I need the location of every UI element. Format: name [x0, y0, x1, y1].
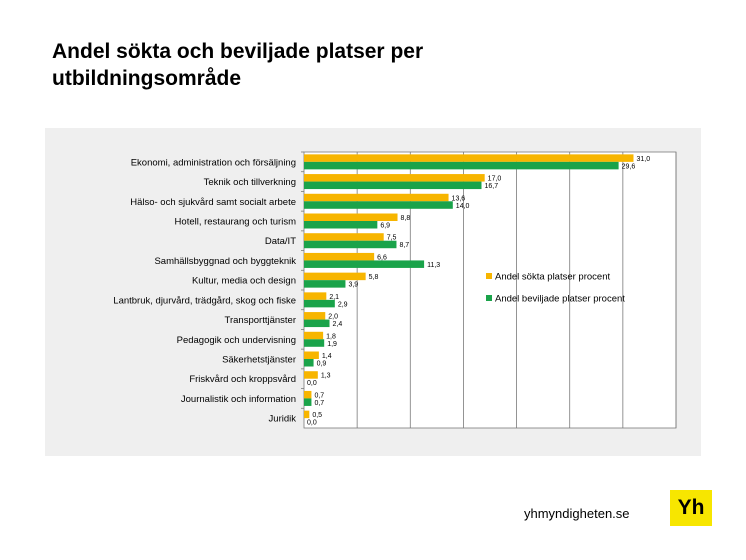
- bar-sokta: [304, 390, 312, 399]
- bar-sokta: [304, 371, 318, 379]
- bar-sokta: [304, 174, 485, 182]
- bar-beviljade: [304, 260, 425, 268]
- data-label: 5,8: [369, 274, 379, 281]
- page-title: Andel sökta och beviljade platser per ut…: [52, 40, 424, 90]
- data-label: 29,6: [622, 163, 636, 170]
- yh-logo: Yh: [670, 490, 712, 526]
- data-label: 14,0: [456, 203, 470, 210]
- category-label: Juridik: [269, 414, 297, 425]
- category-label: Samhällsbyggnad och byggteknik: [154, 256, 296, 267]
- bar-beviljade: [304, 240, 397, 249]
- bar-beviljade: [304, 161, 619, 170]
- bar-sokta: [304, 252, 375, 261]
- bar-sokta: [304, 233, 384, 241]
- data-label: 3,9: [348, 282, 358, 289]
- data-label: 6,6: [377, 254, 387, 261]
- data-label: 1,3: [321, 373, 331, 380]
- bar-beviljade: [304, 339, 325, 347]
- category-label: Hotell, restaurang och turism: [175, 217, 297, 228]
- data-label: 0,0: [307, 380, 317, 387]
- chart-panel: Ekonomi, administration och försäljning 3…: [45, 128, 701, 456]
- bar-beviljade: [304, 201, 453, 209]
- bar-beviljade: [304, 359, 314, 367]
- bar-beviljade: [304, 221, 378, 229]
- category-label: Ekonomi, administration och försäljning: [131, 157, 296, 168]
- category-label: Kultur, media och design: [192, 276, 296, 287]
- bar-beviljade: [304, 181, 482, 190]
- category-label: Teknik och tillverkning: [204, 177, 296, 188]
- data-label: 0,7: [314, 400, 324, 407]
- category-label: Hälso- och sjukvård samt socialt arbete: [130, 197, 296, 208]
- category-label: Data/IT: [265, 236, 296, 247]
- bar-sokta: [304, 292, 327, 300]
- data-label: 11,3: [427, 262, 440, 269]
- category-label: Journalistik och information: [181, 394, 296, 405]
- bar-sokta: [304, 272, 366, 281]
- data-label: 1,8: [326, 333, 336, 340]
- data-label: 8,8: [401, 215, 411, 222]
- legend-swatch-beviljade: [486, 295, 492, 301]
- data-label: 2,4: [333, 321, 343, 328]
- data-label: 6,9: [380, 223, 390, 230]
- data-label: 2,0: [328, 314, 338, 321]
- bar-sokta: [304, 193, 449, 202]
- bar-sokta: [304, 213, 398, 221]
- data-label: 8,7: [399, 242, 409, 249]
- data-label: 1,9: [327, 341, 337, 348]
- data-label: 0,0: [307, 420, 317, 427]
- bar-beviljade: [304, 299, 335, 308]
- data-label: 2,1: [329, 294, 339, 301]
- data-label: 1,4: [322, 353, 332, 360]
- data-label: 2,9: [338, 301, 348, 308]
- legend-swatch-sokta: [486, 273, 492, 279]
- bar-beviljade: [304, 280, 346, 288]
- data-label: 31,0: [636, 156, 650, 163]
- data-label: 16,7: [484, 183, 498, 190]
- bar-sokta: [304, 351, 319, 359]
- category-label: Pedagogik och undervisning: [177, 335, 296, 346]
- bar-sokta: [304, 154, 634, 162]
- bar-sokta: [304, 331, 324, 340]
- bar-chart: Ekonomi, administration och försäljning 3…: [113, 151, 677, 429]
- category-label: Transporttjänster: [225, 315, 296, 326]
- category-label: Lantbruk, djurvård, trädgård, skog och f…: [113, 295, 296, 306]
- bar-sokta: [304, 312, 326, 320]
- data-label: 17,0: [488, 176, 502, 183]
- category-label: Friskvård och kroppsvård: [189, 374, 296, 385]
- data-label: 0,7: [314, 392, 324, 399]
- data-label: 7,5: [387, 235, 397, 242]
- category-label: Säkerhetstjänster: [222, 355, 296, 366]
- bar-beviljade: [304, 398, 312, 406]
- bar-sokta: [304, 410, 310, 419]
- data-label: 0,9: [317, 361, 327, 368]
- legend-label: Andel sökta platser procent: [495, 272, 610, 283]
- footer-website: yhmyndigheten.se: [524, 506, 630, 521]
- plot-area: [304, 152, 676, 428]
- bar-beviljade: [304, 319, 330, 328]
- legend-label: Andel beviljade platser procent: [495, 294, 625, 305]
- data-label: 13,6: [452, 195, 466, 202]
- data-label: 0,5: [312, 412, 322, 419]
